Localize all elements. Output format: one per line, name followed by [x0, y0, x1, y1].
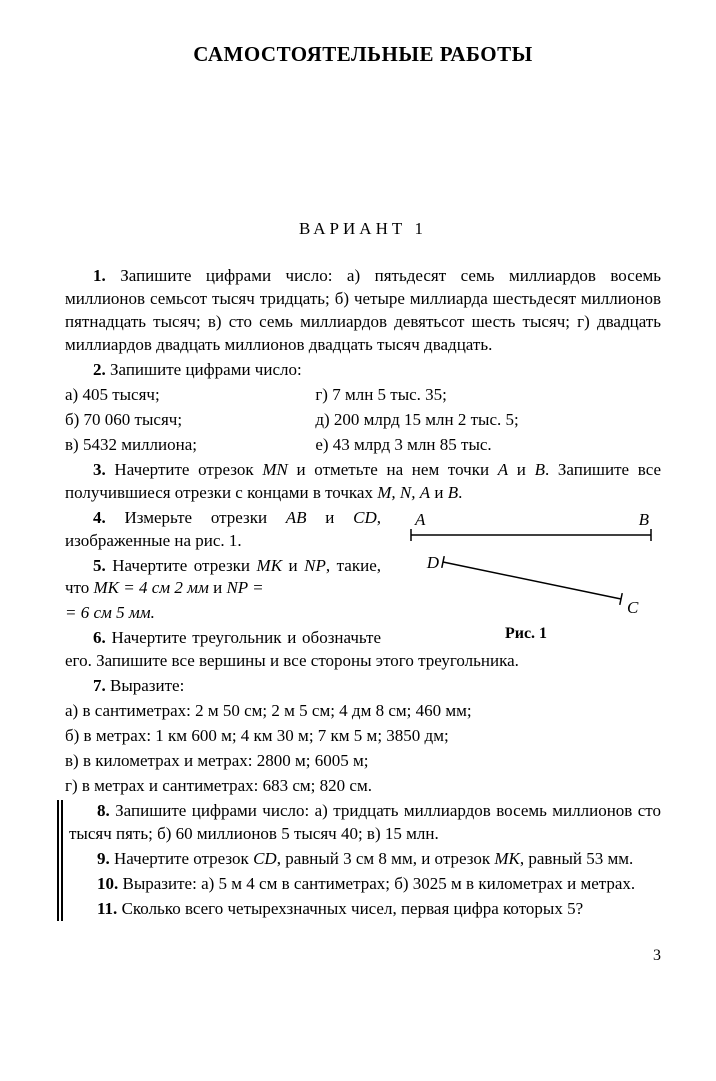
pts: М, N, А	[377, 483, 430, 502]
figure-1: A B D C Рис. 1	[391, 507, 661, 645]
task-11: 11. Сколько всего четырехзначных чисел, …	[69, 898, 661, 921]
task-8: 8. Запишите цифрами число: а) тридцать м…	[69, 800, 661, 846]
seg: МN	[262, 460, 288, 479]
task-2-row: б) 70 060 тысяч; д) 200 млрд 15 млн 2 ты…	[65, 409, 661, 432]
eq: NP =	[226, 578, 263, 597]
task-10: 10. Выразите: а) 5 м 4 см в сантиметрах;…	[69, 873, 661, 896]
eq: = 6 см 5 мм.	[65, 603, 155, 622]
frag: и отметьте на нем точки	[288, 460, 498, 479]
frag: и	[430, 483, 448, 502]
cell: б) 70 060 тысяч;	[65, 409, 315, 432]
frag: , равный 3 см 8 мм, и отрезок	[277, 849, 495, 868]
task-1: 1. Запишите цифрами число: а) пятьдесят …	[65, 265, 661, 357]
task-text: Сколько всего четырехзначных чисел, перв…	[117, 899, 583, 918]
task-7-line: г) в метрах и сантиметрах: 683 см; 820 с…	[65, 775, 661, 798]
eq: МK = 4 см 2 мм	[94, 578, 209, 597]
task-num: 5.	[93, 556, 106, 575]
task-num: 11.	[97, 899, 117, 918]
frag: Начертите отрезок	[106, 460, 263, 479]
svg-text:A: A	[414, 510, 426, 529]
cell: г) 7 млн 5 тыс. 35;	[315, 384, 661, 407]
pt: А	[498, 460, 508, 479]
svg-text:D: D	[426, 553, 440, 572]
task-7-line: б) в метрах: 1 км 600 м; 4 км 30 м; 7 км…	[65, 725, 661, 748]
task-2-row: в) 5432 миллиона; е) 43 млрд 3 млн 85 ты…	[65, 434, 661, 457]
task-2-row: а) 405 тысяч; г) 7 млн 5 тыс. 35;	[65, 384, 661, 407]
frag: , равный 53 мм.	[520, 849, 633, 868]
task-num: 10.	[97, 874, 118, 893]
task-text: Выразите:	[106, 676, 185, 695]
task-text: Запишите цифрами число: а) тридцать милл…	[69, 801, 661, 843]
seg: NP	[304, 556, 326, 575]
task-9: 9. Начертите отрезок СD, равный 3 см 8 м…	[69, 848, 661, 871]
page-title: САМОСТОЯТЕЛЬНЫЕ РАБОТЫ	[65, 40, 661, 68]
frag: Измерьте отрезки	[106, 508, 286, 527]
page-number: 3	[65, 945, 661, 967]
task-num: 8.	[97, 801, 110, 820]
task-num: 7.	[93, 676, 106, 695]
figure-caption: Рис. 1	[391, 623, 661, 645]
task-text: Выразите: а) 5 м 4 см в сантиметрах; б) …	[118, 874, 635, 893]
svg-text:C: C	[627, 598, 639, 617]
task-num: 9.	[97, 849, 110, 868]
variant-title: ВАРИАНТ 1	[65, 218, 661, 241]
task-text: Запишите цифрами число: а) пятьдесят сем…	[65, 266, 661, 354]
task-3: 3. Начертите отрезок МN и отметьте на не…	[65, 459, 661, 505]
frag: и	[307, 508, 354, 527]
frag: и	[209, 578, 227, 597]
figure-1-svg: A B D C	[391, 507, 661, 617]
ruled-section: 8. Запишите цифрами число: а) тридцать м…	[57, 800, 661, 921]
seg: МK	[494, 849, 520, 868]
task-num: 4.	[93, 508, 106, 527]
task-num: 2.	[93, 360, 106, 379]
task-num: 6.	[93, 628, 106, 647]
task-7-lead: 7. Выразите:	[65, 675, 661, 698]
pt: В	[448, 483, 458, 502]
seg: СD	[253, 849, 277, 868]
seg: СD	[353, 508, 377, 527]
task-text: Запишите цифрами число:	[106, 360, 302, 379]
tasks-with-figure: ABDC Рис. 1 4. Измерьте отрезки АВ и СD,…	[65, 507, 661, 676]
frag: и	[508, 460, 534, 479]
task-2-lead: 2. Запишите цифрами число:	[65, 359, 661, 382]
frag: Начертите отрезок	[110, 849, 253, 868]
cell: в) 5432 миллиона;	[65, 434, 315, 457]
task-num: 3.	[93, 460, 106, 479]
seg: МK	[257, 556, 283, 575]
cell: е) 43 млрд 3 млн 85 тыс.	[315, 434, 661, 457]
cell: а) 405 тысяч;	[65, 384, 315, 407]
frag: и	[282, 556, 304, 575]
frag: Начертите отрезки	[106, 556, 257, 575]
pt: В	[535, 460, 545, 479]
frag: .	[458, 483, 462, 502]
task-7-line: а) в сантиметрах: 2 м 50 см; 2 м 5 см; 4…	[65, 700, 661, 723]
task-7-line: в) в километрах и метрах: 2800 м; 6005 м…	[65, 750, 661, 773]
task-num: 1.	[93, 266, 106, 285]
svg-text:B: B	[639, 510, 650, 529]
seg: АВ	[286, 508, 307, 527]
cell: д) 200 млрд 15 млн 2 тыс. 5;	[315, 409, 661, 432]
